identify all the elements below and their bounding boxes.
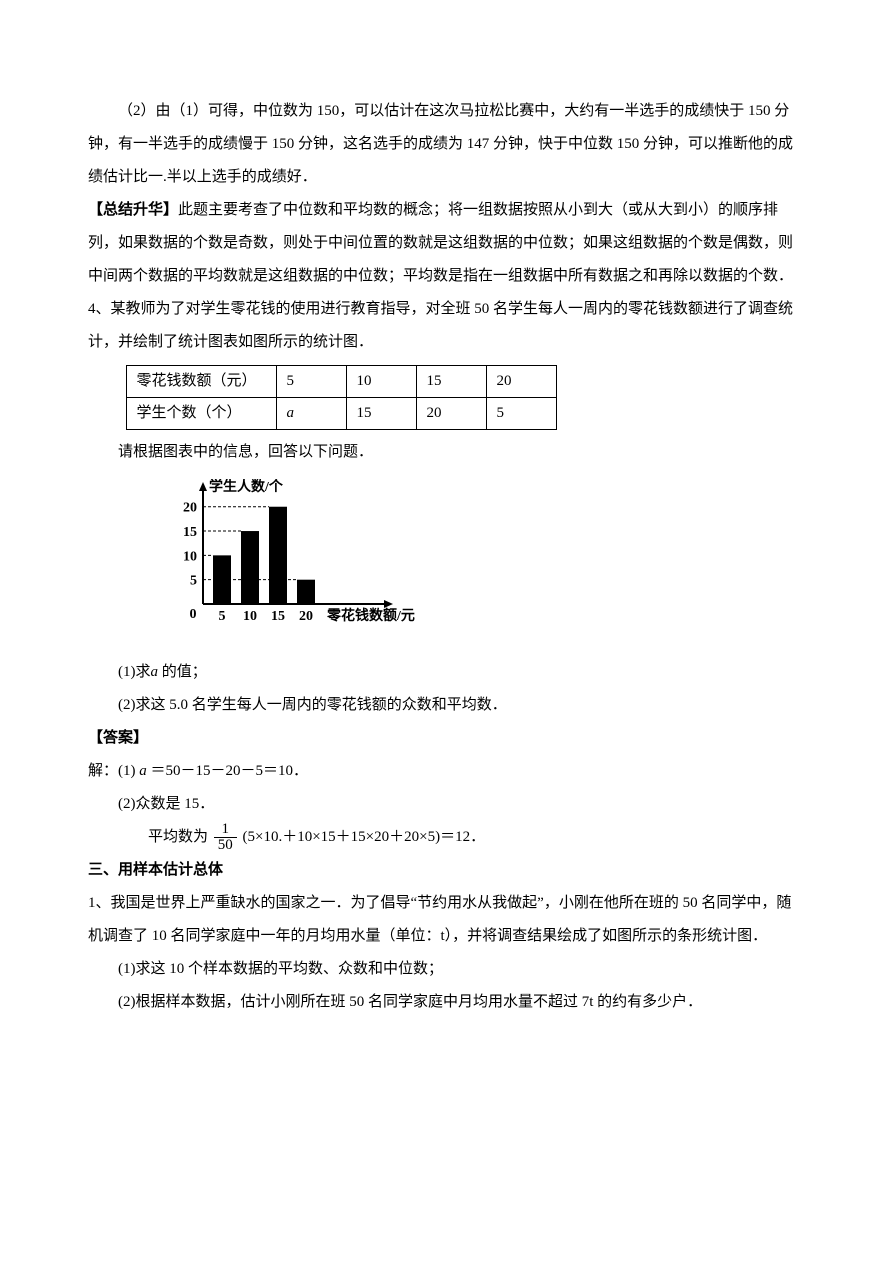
svg-text:20: 20 xyxy=(183,501,197,516)
var-a: a xyxy=(287,405,295,421)
ans1-post: ＝50－15－20－5＝10． xyxy=(147,763,308,779)
answer-line-2: (2)众数是 15． xyxy=(88,788,804,821)
svg-text:零花钱数额/元: 零花钱数额/元 xyxy=(326,607,415,624)
svg-text:10: 10 xyxy=(243,609,257,624)
table-cell: 5 xyxy=(486,398,556,430)
bar-chart-svg: 学生人数/个 5 10 15 20 5 10 15 20 0 零花钱数额/元 xyxy=(163,479,423,639)
table-cell: 20 xyxy=(486,366,556,398)
svg-text:5: 5 xyxy=(219,609,226,624)
question-1-sub-2: (2)根据样本数据，估计小刚所在班 50 名同学家庭中月均用水量不超过 7t 的… xyxy=(88,986,804,1019)
bar-chart: 学生人数/个 5 10 15 20 5 10 15 20 0 零花钱数额/元 xyxy=(163,479,804,652)
fraction-numerator: 1 xyxy=(214,822,237,838)
fraction-denominator: 50 xyxy=(214,838,237,853)
q4s1-pre: (1)求 xyxy=(118,664,151,680)
pocket-money-table: 零花钱数额（元） 5 10 15 20 学生个数（个） a 15 20 5 xyxy=(126,365,557,430)
table-header-amount: 零花钱数额（元） xyxy=(126,366,276,398)
ans1-pre: 解：(1) xyxy=(88,763,139,779)
table-cell: 10 xyxy=(346,366,416,398)
fraction-1-50: 1 50 xyxy=(214,822,237,853)
question-4-sub-1: (1)求a 的值； xyxy=(88,656,804,689)
table-row: 学生个数（个） a 15 20 5 xyxy=(126,398,556,430)
table-cell: 15 xyxy=(346,398,416,430)
table-cell: 5 xyxy=(276,366,346,398)
table-cell: a xyxy=(276,398,346,430)
answer-line-1: 解：(1) a ＝50－15－20－5＝10． xyxy=(88,755,804,788)
paragraph-answer-2: （2）由（1）可得，中位数为 150，可以估计在这次马拉松比赛中，大约有一半选手… xyxy=(88,95,804,194)
table-header-count: 学生个数（个） xyxy=(126,398,276,430)
ans3-post: (5×10.＋10×15＋15×20＋20×5)＝12． xyxy=(243,829,486,845)
svg-text:20: 20 xyxy=(299,609,313,624)
summary-label: 【总结升华】 xyxy=(88,202,178,218)
var-a: a xyxy=(139,763,147,779)
question-4-sub-2: (2)求这 5.0 名学生每人一周内的零花钱额的众数和平均数． xyxy=(88,689,804,722)
ans3-pre: 平均数为 xyxy=(148,829,208,845)
summary-text: 此题主要考查了中位数和平均数的概念；将一组数据按照从小到大（或从大到小）的顺序排… xyxy=(88,202,793,284)
answer-label: 【答案】 xyxy=(88,722,804,755)
var-a: a xyxy=(151,664,159,680)
question-1-sub-1: (1)求这 10 个样本数据的平均数、众数和中位数； xyxy=(88,953,804,986)
table-cell: 15 xyxy=(416,366,486,398)
svg-text:0: 0 xyxy=(190,607,197,622)
svg-text:学生人数/个: 学生人数/个 xyxy=(209,479,284,495)
answer-line-3: 平均数为 1 50 (5×10.＋10×15＋15×20＋20×5)＝12． xyxy=(88,821,804,854)
svg-text:5: 5 xyxy=(190,574,197,589)
paragraph-summary: 【总结升华】此题主要考查了中位数和平均数的概念；将一组数据按照从小到大（或从大到… xyxy=(88,194,804,293)
table-row: 零花钱数额（元） 5 10 15 20 xyxy=(126,366,556,398)
svg-text:15: 15 xyxy=(271,609,285,624)
table-instruction: 请根据图表中的信息，回答以下问题． xyxy=(88,436,804,469)
q4s1-tail: 的值； xyxy=(158,664,207,680)
svg-text:10: 10 xyxy=(183,549,197,564)
question-4-intro: 4、某教师为了对学生零花钱的使用进行教育指导，对全班 50 名学生每人一周内的零… xyxy=(88,293,804,359)
svg-text:15: 15 xyxy=(183,525,197,540)
section-3-heading: 三、用样本估计总体 xyxy=(88,854,804,887)
question-1-intro: 1、我国是世界上严重缺水的国家之一．为了倡导“节约用水从我做起”，小刚在他所在班… xyxy=(88,887,804,953)
table-cell: 20 xyxy=(416,398,486,430)
